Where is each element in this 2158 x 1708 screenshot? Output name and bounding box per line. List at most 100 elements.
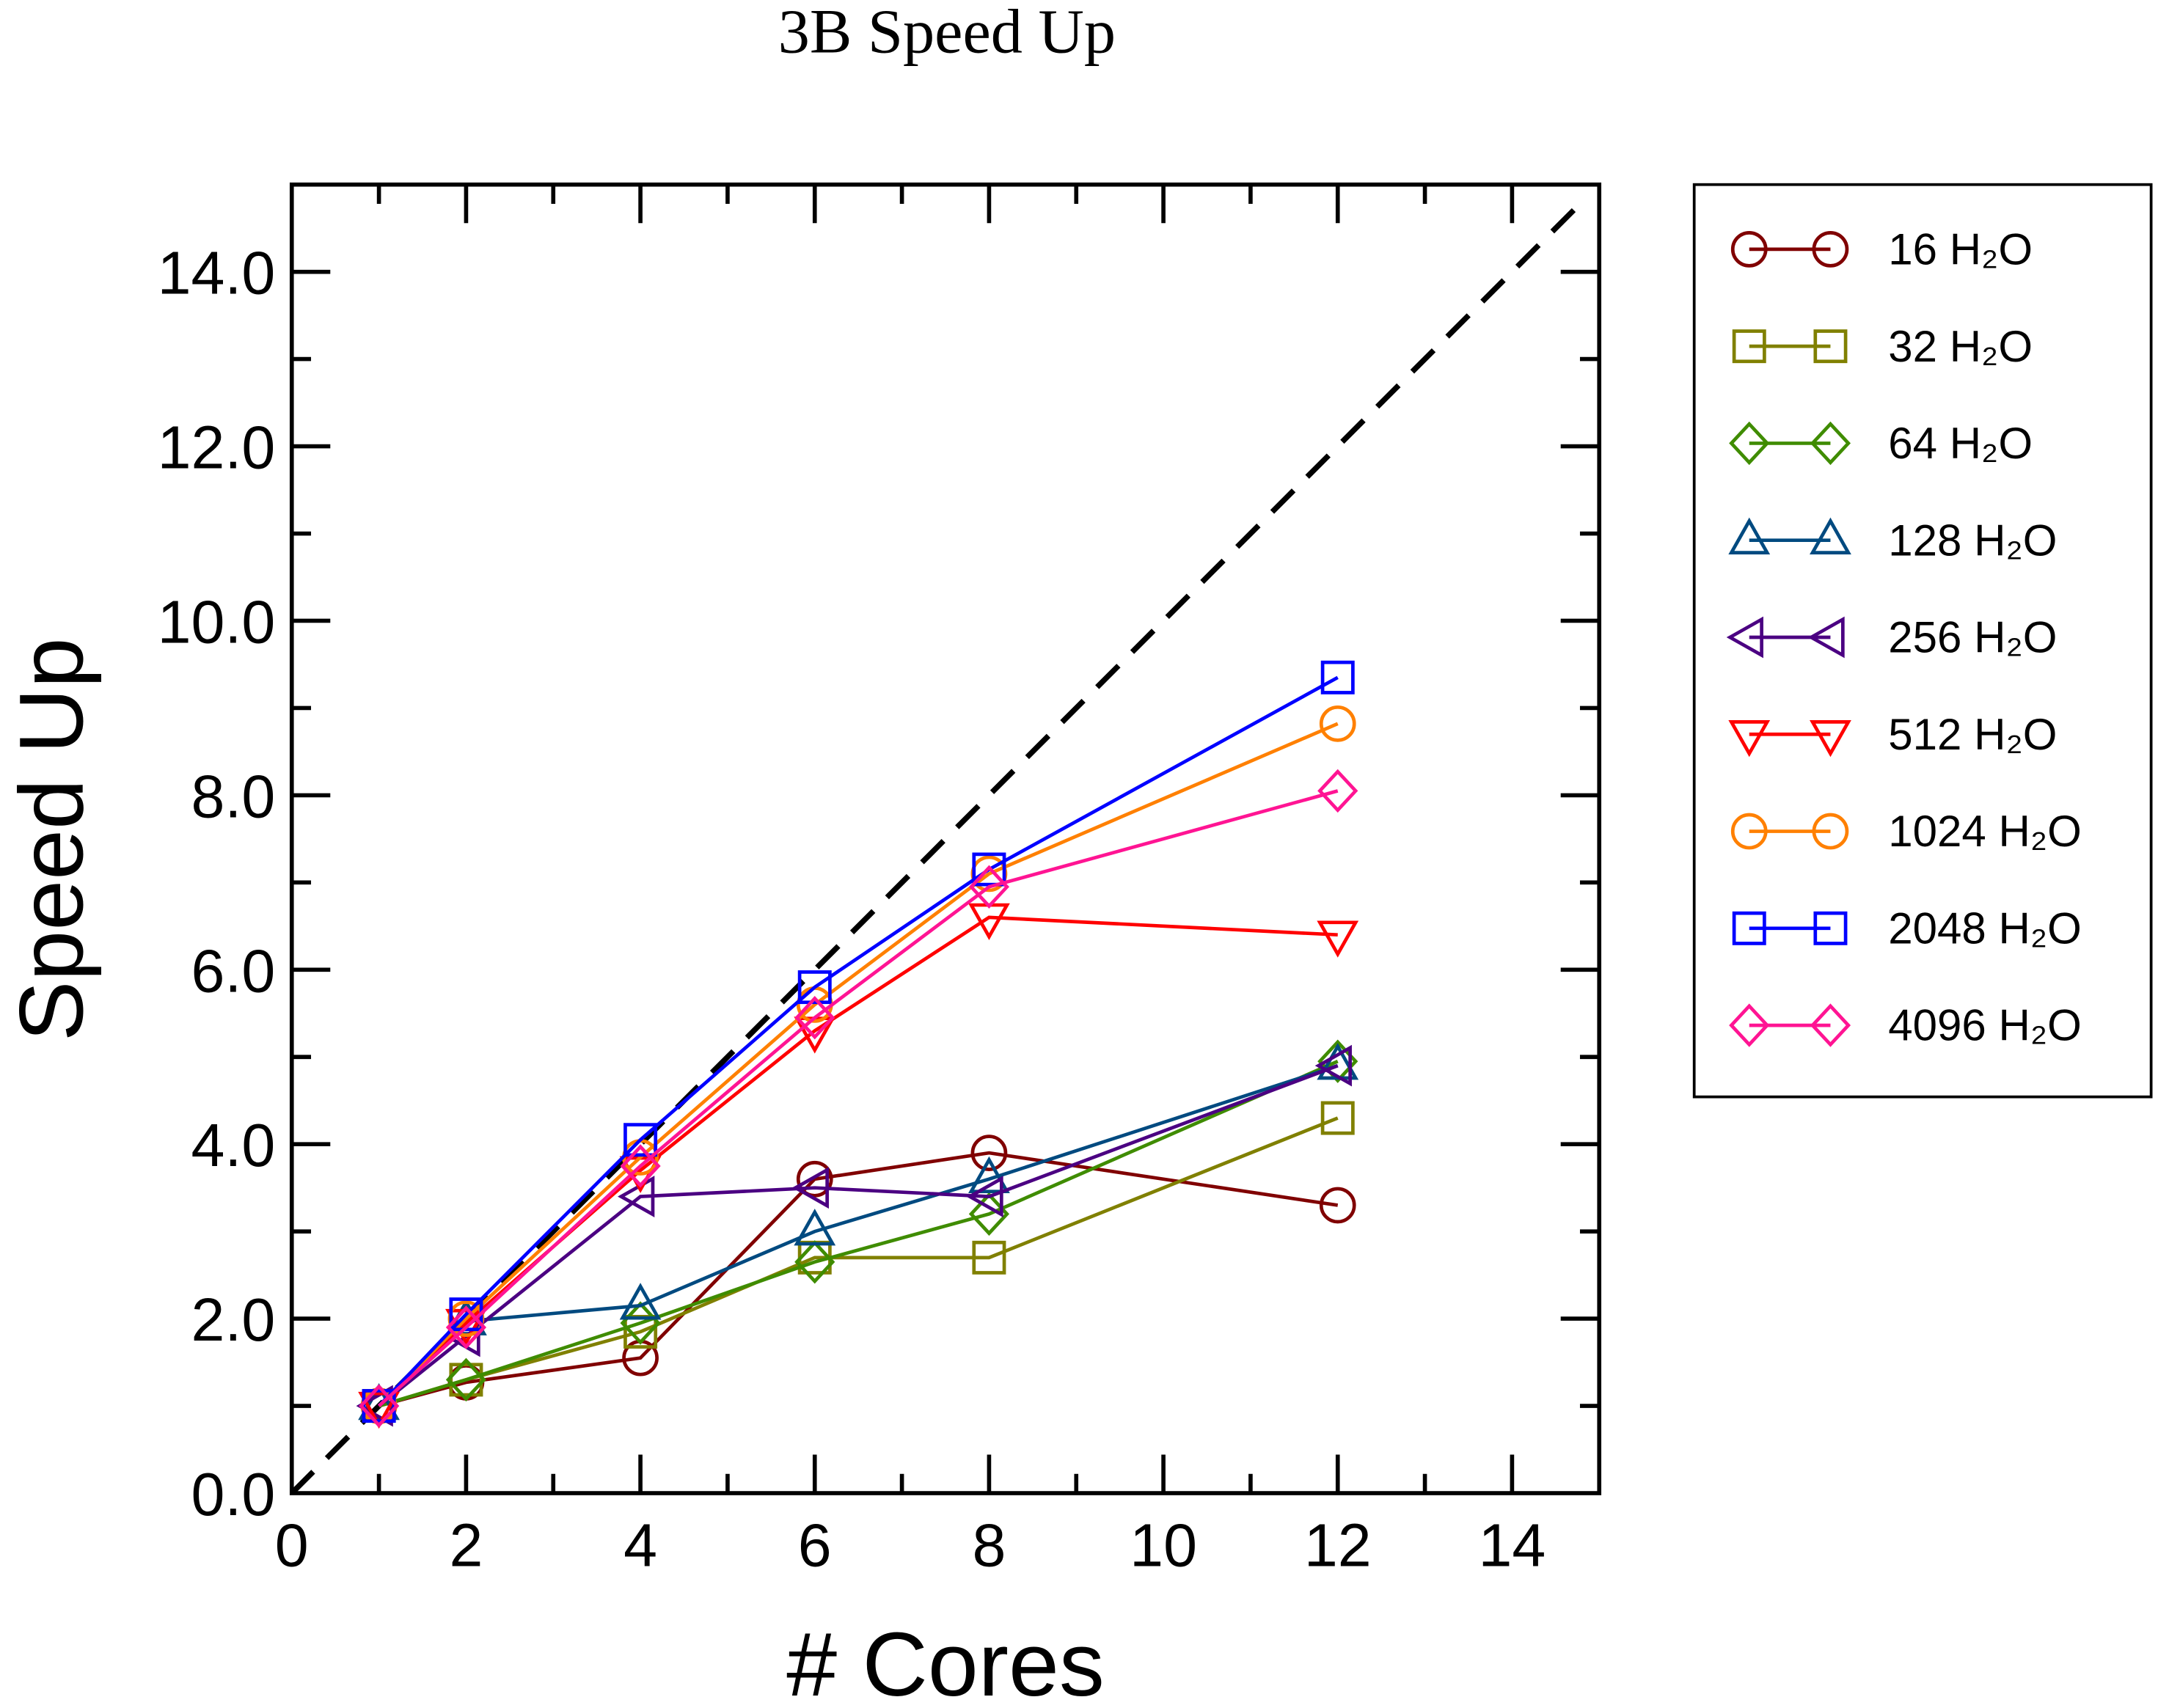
data-point [797, 970, 832, 1005]
legend-marker [1813, 911, 1848, 945]
series-line [377, 1063, 1339, 1407]
legend-label: 128 H₂O [1888, 516, 2057, 565]
legend-marker [1813, 329, 1848, 364]
legend-item: 2048 H₂O [1732, 904, 2082, 953]
legend-label: 512 H₂O [1888, 710, 2057, 759]
legend-marker [1728, 517, 1771, 554]
y-tick-label: 0.0 [191, 1461, 275, 1528]
legend-marker [1728, 720, 1771, 758]
legend-frame [1692, 183, 2153, 1099]
legend-marker [1732, 911, 1766, 945]
legend-marker [1810, 1003, 1851, 1047]
y-tick-label: 10.0 [158, 588, 276, 656]
plot-frame [289, 182, 1602, 1495]
legend-item: 256 H₂O [1726, 613, 2057, 662]
data-point [618, 1176, 655, 1217]
data-point [791, 1167, 829, 1209]
data-point [1317, 920, 1359, 958]
data-point [1314, 1044, 1352, 1087]
legend-marker [1807, 616, 1845, 659]
x-axis-label: # Cores [786, 1614, 1105, 1708]
x-tick-label: 8 [972, 1511, 1006, 1579]
x-tick-label: 0 [275, 1511, 309, 1579]
series-0 [360, 1135, 1356, 1424]
y-tick-label: 2.0 [191, 1286, 275, 1354]
series-7 [362, 660, 1355, 1423]
data-point [449, 1363, 483, 1397]
legend-label: 32 H₂O [1888, 322, 2033, 371]
series-1 [362, 1101, 1355, 1423]
y-axis-label: Speed Up [1, 637, 103, 1041]
data-point [1320, 1101, 1355, 1135]
legend-item: 32 H₂O [1732, 322, 2033, 371]
data-point [362, 1389, 396, 1423]
ideal-speedup-line [290, 199, 1584, 1495]
legend: 16 H₂O 32 H₂O 64 H₂O 128 H₂O 256 H₂O 512 H₂O 1… [1692, 183, 2153, 1099]
data-point [972, 852, 1006, 887]
data-point [359, 1384, 400, 1428]
data-point [794, 1209, 836, 1246]
series-line [378, 1063, 1339, 1407]
legend-marker [1812, 813, 1849, 850]
x-tick-label: 2 [449, 1511, 483, 1579]
y-tick-label: 12.0 [158, 414, 276, 482]
legend-marker [1810, 517, 1851, 554]
legend-item: 4096 H₂O [1729, 1001, 2082, 1050]
legend-marker [1732, 329, 1766, 364]
legend-label: 256 H₂O [1888, 613, 2057, 662]
data-point [358, 1391, 400, 1429]
data-point [972, 1240, 1006, 1275]
series-6 [360, 705, 1356, 1424]
x-tick-label: 12 [1304, 1511, 1372, 1579]
data-point [968, 903, 1010, 940]
series-8 [359, 769, 1358, 1428]
data-point [1317, 769, 1358, 813]
series-3 [358, 1043, 1359, 1421]
data-point [968, 1156, 1010, 1194]
data-point [620, 1144, 661, 1188]
legend-marker [1729, 421, 1770, 466]
legend-marker [1812, 231, 1849, 268]
data-point [1319, 705, 1356, 742]
data-point [445, 1357, 487, 1402]
chart-title: 3B Speed Up [778, 0, 1116, 67]
legend-item: 128 H₂O [1728, 516, 2057, 565]
data-point [794, 1240, 835, 1284]
x-tick-label: 10 [1130, 1511, 1197, 1579]
data-point [619, 1283, 662, 1320]
data-point [445, 1305, 487, 1349]
legend-marker [1730, 231, 1768, 268]
legend-marker [1729, 1003, 1770, 1047]
y-tick-label: 14.0 [158, 240, 276, 307]
legend-label: 2048 H₂O [1888, 904, 2082, 953]
legend-item: 1024 H₂O [1730, 807, 2082, 856]
legend-item: 512 H₂O [1728, 710, 2057, 759]
x-tick-label: 4 [623, 1511, 657, 1579]
legend-label: 64 H₂O [1888, 419, 2033, 468]
legend-marker [1810, 720, 1851, 758]
y-tick-label: 4.0 [191, 1112, 275, 1179]
data-point [966, 1176, 1003, 1217]
legend-label: 4096 H₂O [1888, 1001, 2082, 1050]
data-point [1320, 660, 1355, 694]
x-tick-label: 6 [798, 1511, 832, 1579]
legend-label: 1024 H₂O [1888, 807, 2082, 856]
data-point [794, 996, 835, 1040]
series-line [378, 789, 1339, 1407]
data-point [968, 865, 1010, 909]
y-tick-label: 6.0 [191, 937, 275, 1005]
legend-marker [1726, 616, 1763, 659]
legend-marker [1810, 421, 1851, 466]
data-point [623, 1123, 658, 1157]
series-line [377, 722, 1339, 1407]
data-point [970, 1135, 1008, 1171]
x-tick-label: 14 [1478, 1511, 1546, 1579]
legend-item: 64 H₂O [1729, 419, 2033, 468]
legend-item: 16 H₂O [1730, 225, 2033, 274]
y-tick-label: 8.0 [191, 763, 275, 830]
data-point [796, 1160, 833, 1198]
series-line [377, 915, 1338, 1407]
legend-label: 16 H₂O [1888, 225, 2033, 274]
legend-marker [1730, 813, 1768, 850]
